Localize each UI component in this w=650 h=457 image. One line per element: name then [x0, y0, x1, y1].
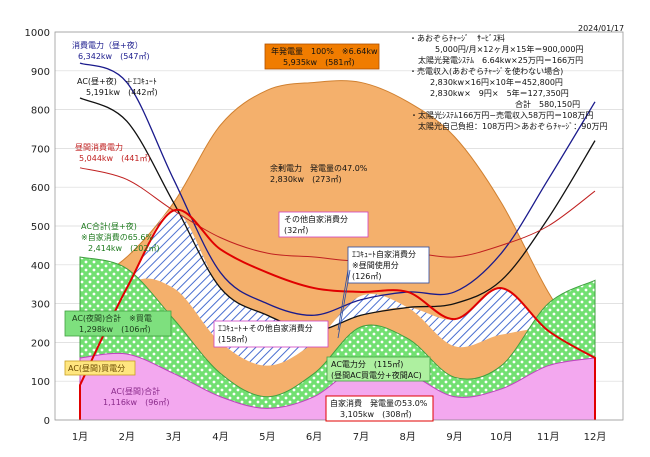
y-tick-200: 200 — [31, 338, 50, 349]
ac-total-area — [79, 256, 596, 420]
other-self-value: (32㎡) — [284, 226, 308, 235]
note-6: 2,830kw× 9円× 5年＝127,350円 — [430, 88, 569, 98]
ac-eco-value: 5,191kw (442㎡) — [86, 88, 158, 97]
y-tick-100: 100 — [31, 377, 50, 388]
ac-total-value: 2,414kw (202㎡) — [88, 244, 160, 253]
date-label: 2024/01/17 — [578, 24, 624, 33]
x-tick-3: 3月 — [165, 431, 181, 443]
ac-day-buy-label: AC(昼間)買電分 — [68, 364, 125, 373]
eco-other-box — [213, 320, 329, 348]
x-tick-10: 10月 — [490, 431, 513, 443]
self-consumption-box — [325, 395, 434, 422]
consumption-title: 消費電力（昼+夜） — [72, 40, 143, 50]
x-tick-7: 7月 — [353, 431, 369, 443]
consumption-line — [79, 62, 596, 316]
y-tick-700: 700 — [31, 144, 50, 155]
y-tick-1000: 1000 — [25, 28, 50, 39]
connector-lines — [337, 269, 351, 339]
note-1: ・あおぞらﾁｬｰｼﾞ ｻｰﾋﾞｽ料 — [409, 33, 505, 43]
note-2: 5,000円/月×12ヶ月×15年＝900,000円 — [435, 44, 583, 54]
ac-day-total-title: AC(昼間)合計 — [111, 386, 160, 396]
note-3: 太陽光発電ｼｽﾃﾑ 6.64kw×25万円＝166万円 — [418, 55, 583, 65]
self-consumption-title: 自家消費 発電量の53.0% — [330, 398, 428, 408]
generation-box — [264, 43, 380, 70]
x-tick-11: 11月 — [537, 431, 560, 443]
note-9: 太陽光自己負担：108万円＞あおぞらﾁｬｰｼﾞ：90万円 — [418, 121, 607, 131]
x-tick-12: 12月 — [584, 431, 607, 443]
y-tick-300: 300 — [31, 300, 50, 311]
notes-block: ・あおぞらﾁｬｰｼﾞ ｻｰﾋﾞｽ料 5,000円/月×12ヶ月×15年＝900,… — [409, 33, 607, 131]
ac-eco-line — [79, 97, 596, 332]
y-axis-ticks: 0 100 200 300 400 500 600 700 800 900 1000 — [25, 28, 50, 427]
other-self-title: その他自家消費分 — [284, 214, 348, 224]
generation-value: 5,935kw (581㎡) — [283, 58, 355, 67]
x-tick-5: 5月 — [259, 431, 275, 443]
y-tick-600: 600 — [31, 183, 50, 194]
ac-power-box — [326, 356, 431, 382]
other-self-box — [278, 211, 369, 238]
ac-night-box — [64, 310, 172, 337]
y-tick-400: 400 — [31, 261, 50, 272]
ac-total-self: ※自家消費の65.6% — [81, 232, 154, 242]
note-4: ・売電収入(あおぞらﾁｬｰｼﾞを使わない場合) — [409, 66, 563, 76]
x-tick-1: 1月 — [72, 431, 88, 443]
x-tick-4: 4月 — [212, 431, 228, 443]
daytime-title: 昼間消費電力 — [75, 142, 123, 152]
eco-self-title: ｴｺｷｭｰﾄ自家消費分 — [352, 249, 416, 259]
y-tick-500: 500 — [31, 222, 50, 233]
eco-self-value: (126㎡) — [352, 272, 382, 281]
generation-title: 年発電量 100% ※6.64kw — [271, 46, 378, 56]
eco-self-note: ※昼間使用分 — [352, 260, 399, 270]
note-8: ・太陽光ｼｽﾃﾑ166万円−売電収入58万円＝108万円 — [410, 110, 593, 120]
x-tick-9: 9月 — [446, 431, 462, 443]
surplus-title: 余剰電力 発電量の47.0% — [270, 163, 368, 173]
y-tick-0: 0 — [44, 416, 50, 427]
y-tick-800: 800 — [31, 106, 50, 117]
consumption-value: 6,342kw (547㎡) — [78, 52, 150, 61]
note-7: 合計 580,150円 — [515, 99, 580, 109]
note-5: 2,830kw×16円×10年＝452,800円 — [430, 77, 563, 87]
self-consumption-boundary — [79, 208, 596, 420]
eco-self-hatch — [80, 210, 595, 386]
ac-night-value: 1,298kw (106㎡) — [79, 325, 151, 334]
x-axis-ticks: 1月 2月 3月 4月 5月 6月 7月 8月 9月 10月 11月 12月 — [72, 431, 607, 443]
surplus-value: 2,830kw (273㎡) — [270, 175, 342, 184]
daytime-value: 5,044kw (441㎡) — [79, 154, 151, 163]
eco-other-value: (158㎡) — [218, 335, 248, 344]
self-consumption-value: 3,105kw (308㎡) — [340, 410, 412, 419]
ac-day-total-value: 1,116kw (96㎡) — [103, 398, 170, 407]
x-tick-6: 6月 — [306, 431, 322, 443]
ac-power-title: AC電力分 (115㎡) — [331, 359, 403, 369]
y-tick-900: 900 — [31, 67, 50, 78]
ac-total-title: AC合計(昼+夜) — [81, 221, 137, 231]
ac-night-title: AC(夜間)合計 ※買電 — [72, 313, 152, 323]
x-tick-8: 8月 — [400, 431, 416, 443]
daytime-line — [79, 167, 596, 262]
eco-self-box — [347, 246, 430, 284]
x-tick-2: 2月 — [119, 431, 135, 443]
ac-day-buy-box — [64, 360, 136, 376]
ac-power-note: (昼間AC買電分+夜間AC) — [331, 370, 422, 380]
eco-other-title: ｴｺｷｭｰﾄ+その他自家消費分 — [218, 323, 313, 333]
ac-eco-title: AC(昼+夜) ＋ｴｺｷｭｰﾄ — [77, 76, 157, 86]
